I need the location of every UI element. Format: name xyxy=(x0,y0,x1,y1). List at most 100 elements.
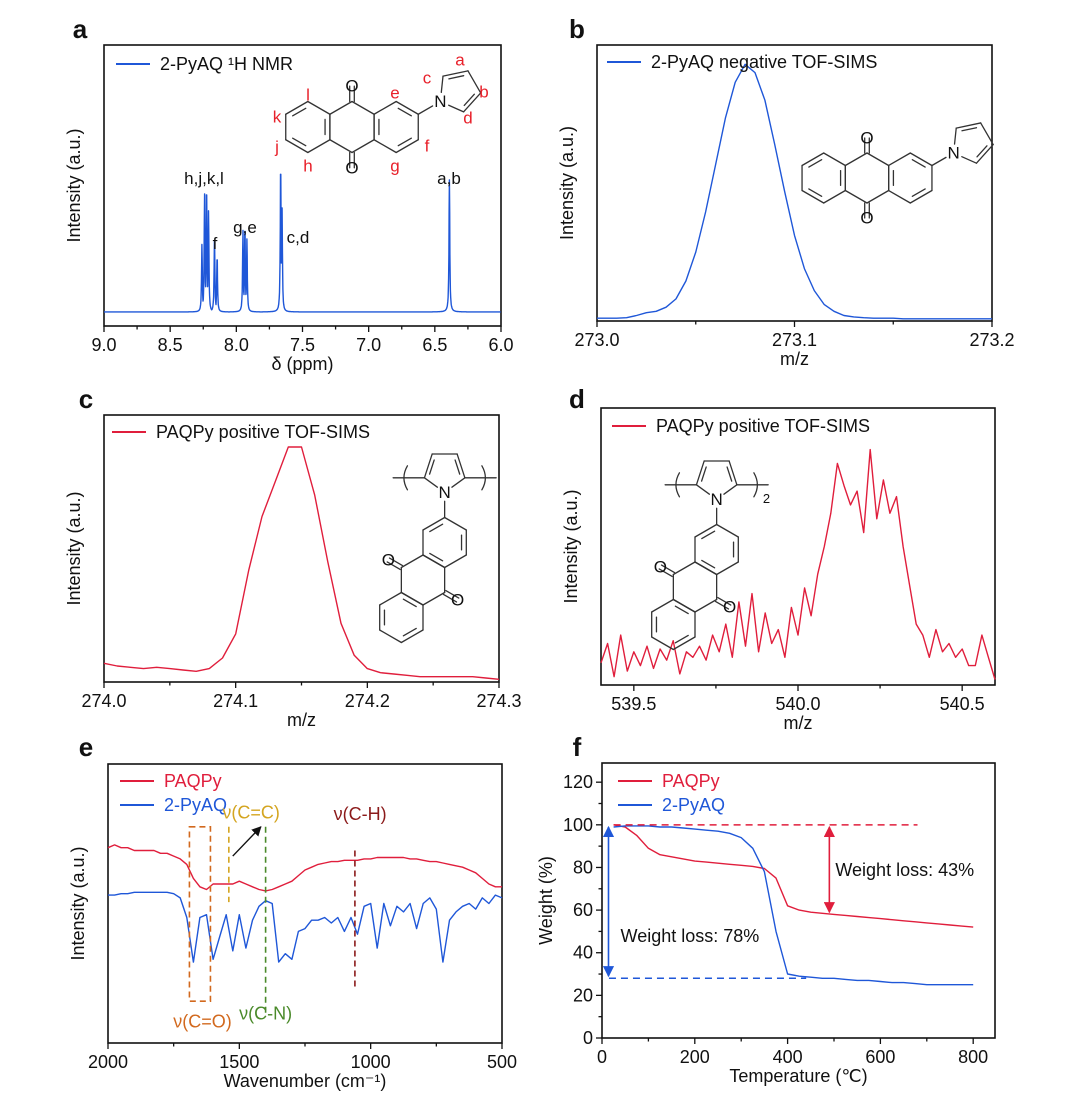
bond xyxy=(651,636,674,651)
legend-label: PAQPy positive TOF-SIMS xyxy=(656,416,870,436)
x-tick-label: 540.5 xyxy=(940,694,985,714)
bond xyxy=(402,627,417,637)
bond xyxy=(463,93,475,107)
x-tick-label: 273.1 xyxy=(772,330,817,350)
oxygen-atom: O xyxy=(451,591,464,610)
bond xyxy=(801,189,825,204)
panel-a: 9.0 8.5 8.0 7.5 7.0 6.5 6.0 δ (ppm) Intensity (a… xyxy=(64,14,514,374)
x-tick-label: 273.2 xyxy=(969,330,1014,350)
bond xyxy=(844,189,868,204)
x-axis-label: m/z xyxy=(287,710,316,730)
bond xyxy=(351,100,375,115)
bond xyxy=(808,188,823,197)
y-axis-label: Intensity (a.u.) xyxy=(561,489,581,603)
plot-frame xyxy=(600,407,996,686)
bond xyxy=(672,636,696,651)
x-tick-label: 0 xyxy=(597,1047,607,1067)
x-tick-label: 8.5 xyxy=(158,335,183,355)
bond xyxy=(429,523,444,533)
bond xyxy=(823,152,846,167)
band-label: ν(C-H) xyxy=(334,804,387,824)
plot-frame xyxy=(596,44,993,322)
x-tick-label: 274.1 xyxy=(213,691,258,711)
bond xyxy=(651,598,674,613)
bond xyxy=(801,152,825,167)
x-tick-label: 6.0 xyxy=(488,335,513,355)
peak-label: f xyxy=(213,234,218,253)
x-axis-label: Temperature (℃) xyxy=(729,1066,867,1086)
legend-label: PAQPy xyxy=(662,771,720,791)
weight-loss-label: Weight loss: 43% xyxy=(835,860,974,880)
bond xyxy=(379,629,402,644)
bond xyxy=(823,189,846,204)
x-tick-label: 273.0 xyxy=(574,330,619,350)
bracket-left xyxy=(403,465,409,491)
bond xyxy=(955,122,982,129)
nitrogen-atom: N xyxy=(439,483,451,502)
bond xyxy=(395,100,419,115)
x-tick-label: 2000 xyxy=(88,1052,128,1072)
bond xyxy=(695,460,705,486)
site-label: c xyxy=(423,69,432,88)
x-tick-label: 274.3 xyxy=(476,691,521,711)
bond xyxy=(451,477,466,488)
bond xyxy=(429,552,444,562)
bond xyxy=(909,152,933,167)
bond xyxy=(388,557,404,567)
legend-label: 2-PyAQ negative TOF-SIMS xyxy=(651,52,877,72)
nitrogen-atom: N xyxy=(711,490,723,509)
site-label: b xyxy=(479,83,488,102)
bond xyxy=(660,564,676,574)
oxygen-atom: O xyxy=(723,598,736,617)
panel-c: 274.0 274.1 274.2 274.3 m/z Intensity (a.u.) c… xyxy=(64,384,522,730)
bond xyxy=(400,591,424,606)
y-tick-label: 80 xyxy=(573,857,593,877)
series-line-2-pyaq-h-nmr xyxy=(103,173,502,313)
chemical-structure: O O N 2 xyxy=(651,460,770,651)
bond xyxy=(976,145,988,158)
band-label: ν(C=C) xyxy=(222,802,280,822)
y-tick-label: 60 xyxy=(573,900,593,920)
bond xyxy=(395,139,419,154)
bond xyxy=(717,596,732,606)
bond xyxy=(307,139,331,154)
bond xyxy=(456,453,466,479)
y-tick-label: 100 xyxy=(563,815,593,835)
bond xyxy=(674,634,689,644)
carbonyl-band-box xyxy=(188,825,212,1002)
x-tick-label: 7.5 xyxy=(290,335,315,355)
oxygen-atom: O xyxy=(382,551,395,570)
peak-label: c,d xyxy=(287,228,310,247)
y-axis-label: Weight (%) xyxy=(536,856,556,945)
bond xyxy=(373,139,397,154)
bond xyxy=(672,561,696,576)
legend-label: 2-PyAQ ¹H NMR xyxy=(160,54,293,74)
bond xyxy=(397,107,412,117)
peak-label: a,b xyxy=(437,169,461,188)
chemical-structure: O O N xyxy=(285,70,482,177)
x-tick-label: 400 xyxy=(773,1047,803,1067)
bond xyxy=(417,105,434,115)
bond xyxy=(292,107,307,117)
bond xyxy=(440,75,444,94)
site-label: g xyxy=(390,157,399,176)
repeat-count: 2 xyxy=(763,491,770,506)
bond xyxy=(373,100,397,115)
panel-letter: e xyxy=(79,732,93,762)
x-tick-label: 274.0 xyxy=(81,691,126,711)
bond xyxy=(351,139,375,154)
bond xyxy=(422,516,446,531)
bond xyxy=(285,100,309,115)
bond xyxy=(888,189,911,204)
series-line-2-pyaq xyxy=(108,891,503,963)
bond xyxy=(448,104,465,113)
bond xyxy=(694,598,718,613)
weight-loss-label: Weight loss: 78% xyxy=(621,926,760,946)
bond xyxy=(379,591,402,606)
bracket-left xyxy=(675,472,681,498)
series-line-paqpy-positive-tof-sims xyxy=(103,446,500,680)
bond xyxy=(423,477,439,488)
site-label: l xyxy=(306,86,310,105)
x-tick-label: 200 xyxy=(680,1047,710,1067)
